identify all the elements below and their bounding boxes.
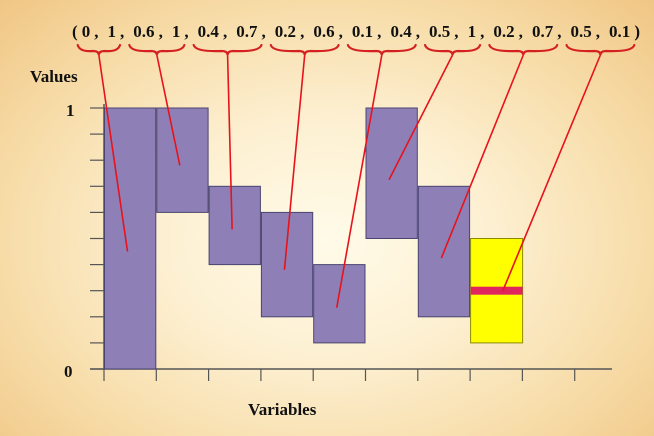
- tuple-separator: ,: [596, 22, 600, 41]
- pair-brace: [192, 43, 263, 56]
- tuple-row: (0, 1, 0.6, 1, 0.4, 0.7, 0.2, 0.6, 0.1, 0.4, 0.5, 1…: [72, 22, 640, 56]
- tuple-separator: ,: [480, 22, 484, 41]
- tuple-separator: ,: [300, 22, 304, 41]
- tuple-value: 1: [107, 22, 116, 41]
- tuple-separator: ,: [557, 22, 561, 41]
- y-tick-label-top: 1: [66, 101, 75, 120]
- x-axis-title: Variables: [248, 400, 317, 419]
- tuple-value: 1: [468, 22, 477, 41]
- connector-lines: [98, 54, 602, 308]
- y-axis-title: Values: [30, 67, 78, 86]
- tuple-value: 0.7: [236, 22, 258, 41]
- interval-bar: [260, 211, 314, 318]
- connector-line: [283, 54, 306, 270]
- tuple-value: 0.4: [390, 22, 412, 41]
- pair-brace: [269, 43, 340, 56]
- interval-bar: [208, 185, 261, 266]
- tuple-separator: ,: [377, 22, 381, 41]
- tuple-separator: ,: [223, 22, 227, 41]
- connector-line: [156, 54, 181, 166]
- pair-brace: [128, 43, 186, 56]
- pair-brace: [76, 43, 122, 56]
- tuple-separator: ,: [184, 22, 188, 41]
- pair-brace: [346, 43, 417, 56]
- pair-brace: [488, 43, 559, 56]
- tuple-close-paren: ): [634, 22, 640, 41]
- tuple-value: 0.6: [313, 22, 334, 41]
- highlighted-interval-band: [470, 286, 523, 295]
- connector-line: [98, 54, 129, 252]
- tuple-value: 0.7: [532, 22, 554, 41]
- tuple-value: 0.2: [493, 22, 514, 41]
- tuple-value: 0.6: [133, 22, 154, 41]
- connector-line: [388, 54, 454, 181]
- tuple-separator: ,: [519, 22, 523, 41]
- interval-bars: [104, 107, 524, 370]
- tuple-value: 0.1: [609, 22, 630, 41]
- pair-brace: [423, 43, 482, 56]
- tuple-separator: ,: [159, 22, 163, 41]
- tuple-value: 0.4: [198, 22, 220, 41]
- tuple-separator: ,: [339, 22, 343, 41]
- connector-line: [226, 54, 233, 230]
- tuple-open-paren: (: [72, 22, 78, 41]
- tuple-separator: ,: [262, 22, 266, 41]
- tuple-value: 0: [82, 22, 91, 41]
- y-tick-label-bottom: 0: [64, 362, 73, 381]
- axes: 1 0 Values Variables: [30, 67, 612, 419]
- connector-line: [440, 54, 525, 259]
- tuple-value: 0.5: [571, 22, 592, 41]
- interval-bar: [313, 264, 366, 344]
- tuple-value: 0.1: [352, 22, 373, 41]
- tuple-value: 0.5: [429, 22, 450, 41]
- tuple-separator: ,: [94, 22, 98, 41]
- connector-line: [335, 54, 383, 308]
- tuple-value: 1: [172, 22, 181, 41]
- tuple-separator: ,: [454, 22, 458, 41]
- tuple-separator: ,: [120, 22, 124, 41]
- connector-line: [502, 54, 602, 292]
- tuple-separator: ,: [416, 22, 420, 41]
- tuple-value: 0.2: [275, 22, 296, 41]
- interval-bar: [156, 107, 209, 213]
- pair-brace: [565, 43, 636, 56]
